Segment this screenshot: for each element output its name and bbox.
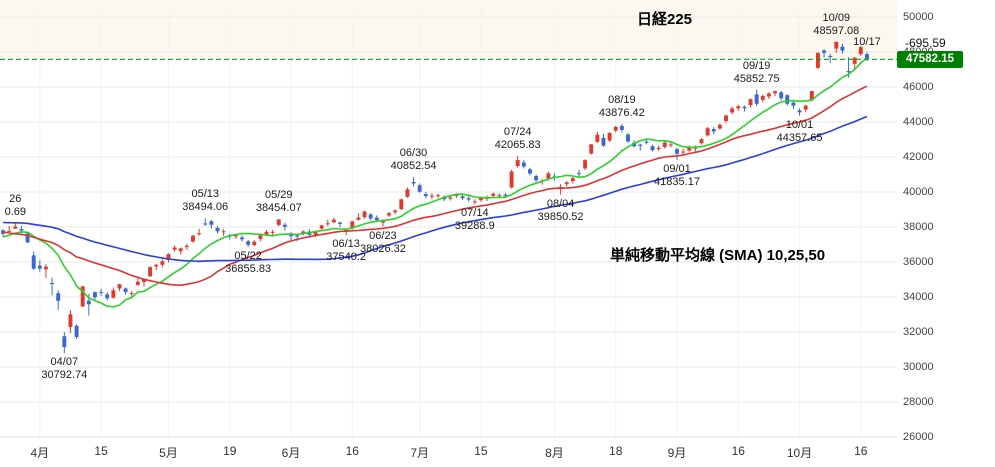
chart-title: 日経225 [637,11,693,28]
sma-legend: 単純移動平均線 (SMA) 10,25,50 [610,247,826,264]
sma10-line [2,57,868,308]
above-price-band [0,0,897,60]
price-change-label: -695.59 [905,36,946,51]
sma50-line [3,115,868,263]
sma25-line [2,85,868,287]
last-price-badge: 47582.15 [897,50,963,68]
